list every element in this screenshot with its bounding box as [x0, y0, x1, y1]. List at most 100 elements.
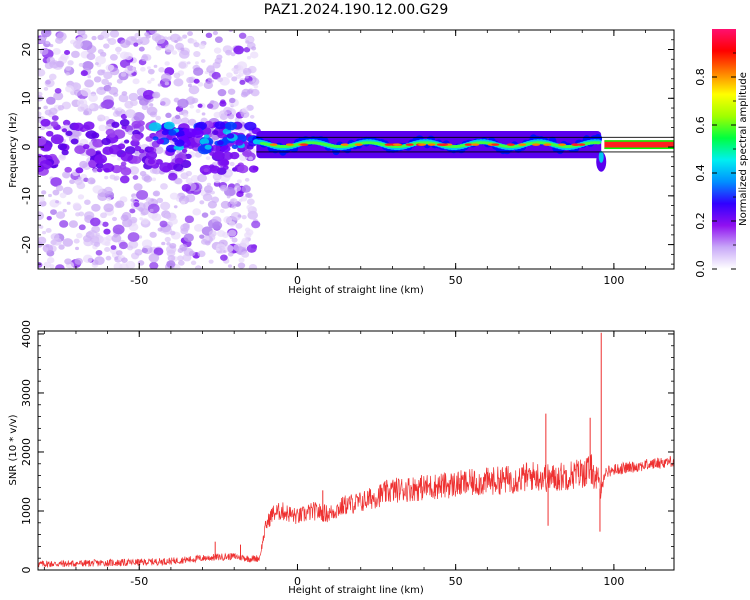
spectrogram-ticks: -50 0 50 100 -20 -10 0 10 20 [20, 29, 674, 287]
spectrogram-y-axis-label: Frequency (Hz) [8, 112, 19, 188]
noise-blob [48, 107, 58, 115]
ridge-blob [226, 133, 235, 139]
noise-blob [115, 46, 122, 53]
noise-blob [46, 96, 56, 105]
noise-blob [217, 89, 227, 97]
noise-blob [38, 111, 42, 117]
noise-blob [104, 186, 113, 194]
noise-blob [74, 178, 83, 186]
y-tick-label: -10 [20, 187, 33, 205]
noise-blob [123, 139, 130, 144]
ridge-peak [405, 143, 414, 146]
noise-blob [76, 98, 88, 108]
noise-blob [104, 246, 111, 253]
noise-blob [246, 244, 257, 253]
noise-blob [111, 121, 120, 128]
noise-blob [55, 264, 65, 269]
ridge-peak [572, 143, 581, 146]
y-tick-label: 4000 [20, 320, 33, 348]
colorbar: 0.0 0.2 0.4 0.6 0.8 Normalized spectral ampl… [694, 29, 749, 278]
noise-blob [78, 62, 84, 67]
noise-blob [147, 203, 160, 214]
colorbar-tick-label: 0.2 [694, 212, 707, 230]
noise-blob [45, 40, 50, 45]
noise-blob [197, 174, 208, 183]
noise-blob [52, 237, 62, 246]
noise-blob [58, 244, 65, 250]
noise-blob [71, 50, 80, 59]
noise-blob [171, 50, 178, 55]
noise-blob [174, 177, 183, 185]
noise-blob [223, 216, 233, 224]
noise-blob [242, 150, 249, 156]
noise-blob [248, 80, 254, 85]
ridge-peak [354, 143, 363, 146]
noise-blob [244, 227, 251, 233]
noise-blob [111, 234, 122, 243]
noise-blob [146, 106, 158, 116]
noise-blob [80, 87, 91, 97]
noise-blob [169, 242, 177, 249]
noise-blob [53, 91, 64, 101]
noise-blob [103, 43, 110, 49]
noise-blob [134, 248, 143, 256]
noise-blob [65, 65, 72, 71]
noise-blob [240, 195, 248, 202]
noise-blob [101, 69, 106, 74]
noise-blob [178, 61, 187, 69]
x-tick-label: 50 [449, 274, 463, 287]
noise-blob [52, 189, 60, 196]
noise-blob [187, 118, 197, 126]
colorbar-tick-label: 0.8 [694, 68, 707, 86]
noise-blob [46, 215, 52, 221]
noise-blob [205, 32, 213, 39]
noise-blob [142, 89, 155, 100]
noise-blob [106, 38, 111, 42]
spectrogram-frame [37, 29, 675, 270]
noise-blob [186, 61, 191, 65]
noise-blob [219, 100, 227, 107]
noise-blob [208, 230, 217, 237]
noise-blob [64, 166, 72, 173]
noise-blob [166, 249, 176, 257]
noise-blob [140, 67, 146, 72]
ridge-peak [418, 143, 427, 146]
noise-blob [201, 112, 206, 116]
noise-blob [228, 229, 237, 237]
x-tick-label: -50 [130, 274, 148, 287]
noise-blob [209, 165, 221, 174]
noise-blob [214, 36, 223, 43]
noise-blob [212, 130, 219, 136]
noise-blob [166, 260, 176, 268]
noise-blob [91, 35, 97, 41]
noise-blob [59, 192, 67, 199]
noise-blob [62, 238, 73, 247]
noise-blob [149, 231, 157, 238]
post-step-line-edge [604, 147, 674, 150]
noise-blob [147, 68, 155, 75]
noise-blob [138, 149, 145, 154]
noise-blob [95, 249, 103, 256]
noise-blob [40, 143, 52, 152]
noise-blob [225, 170, 232, 176]
noise-blob [154, 146, 164, 155]
noise-blob [41, 230, 47, 235]
noise-blob [132, 78, 140, 85]
noise-blob [237, 214, 242, 218]
noise-blob [101, 78, 109, 85]
noise-blob [219, 208, 225, 214]
noise-blob [96, 167, 103, 173]
noise-blob [38, 68, 46, 77]
noise-blob [225, 49, 232, 56]
noise-blob [215, 247, 220, 252]
noise-blob [75, 246, 80, 251]
noise-blob [213, 47, 222, 54]
noise-blob [166, 241, 171, 246]
noise-blob [239, 79, 246, 85]
noise-blob [119, 175, 130, 184]
noise-blob [137, 120, 145, 127]
noise-blob [159, 220, 168, 228]
noise-blob [228, 221, 236, 227]
noise-blob [236, 179, 242, 184]
noise-blob [109, 132, 116, 138]
